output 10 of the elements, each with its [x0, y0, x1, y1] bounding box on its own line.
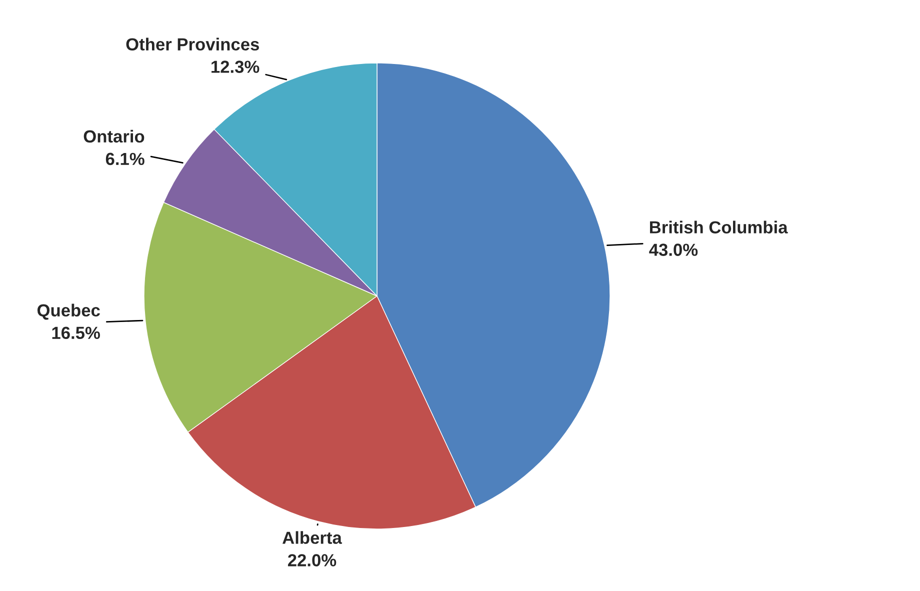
slice-label: Quebec: [37, 304, 100, 320]
slice-label: Alberta: [282, 531, 342, 544]
slice-label: Other Provinces: [126, 38, 259, 50]
data-label: 22.0%: [288, 554, 336, 566]
data-label: 43.0%: [649, 244, 698, 256]
slice-label: Ontario: [84, 130, 144, 143]
data-label: 16.5%: [52, 326, 100, 340]
data-label: 6.1%: [106, 152, 144, 166]
slice-label: British Columbia: [650, 220, 788, 234]
data-label: 12.3%: [212, 60, 260, 73]
